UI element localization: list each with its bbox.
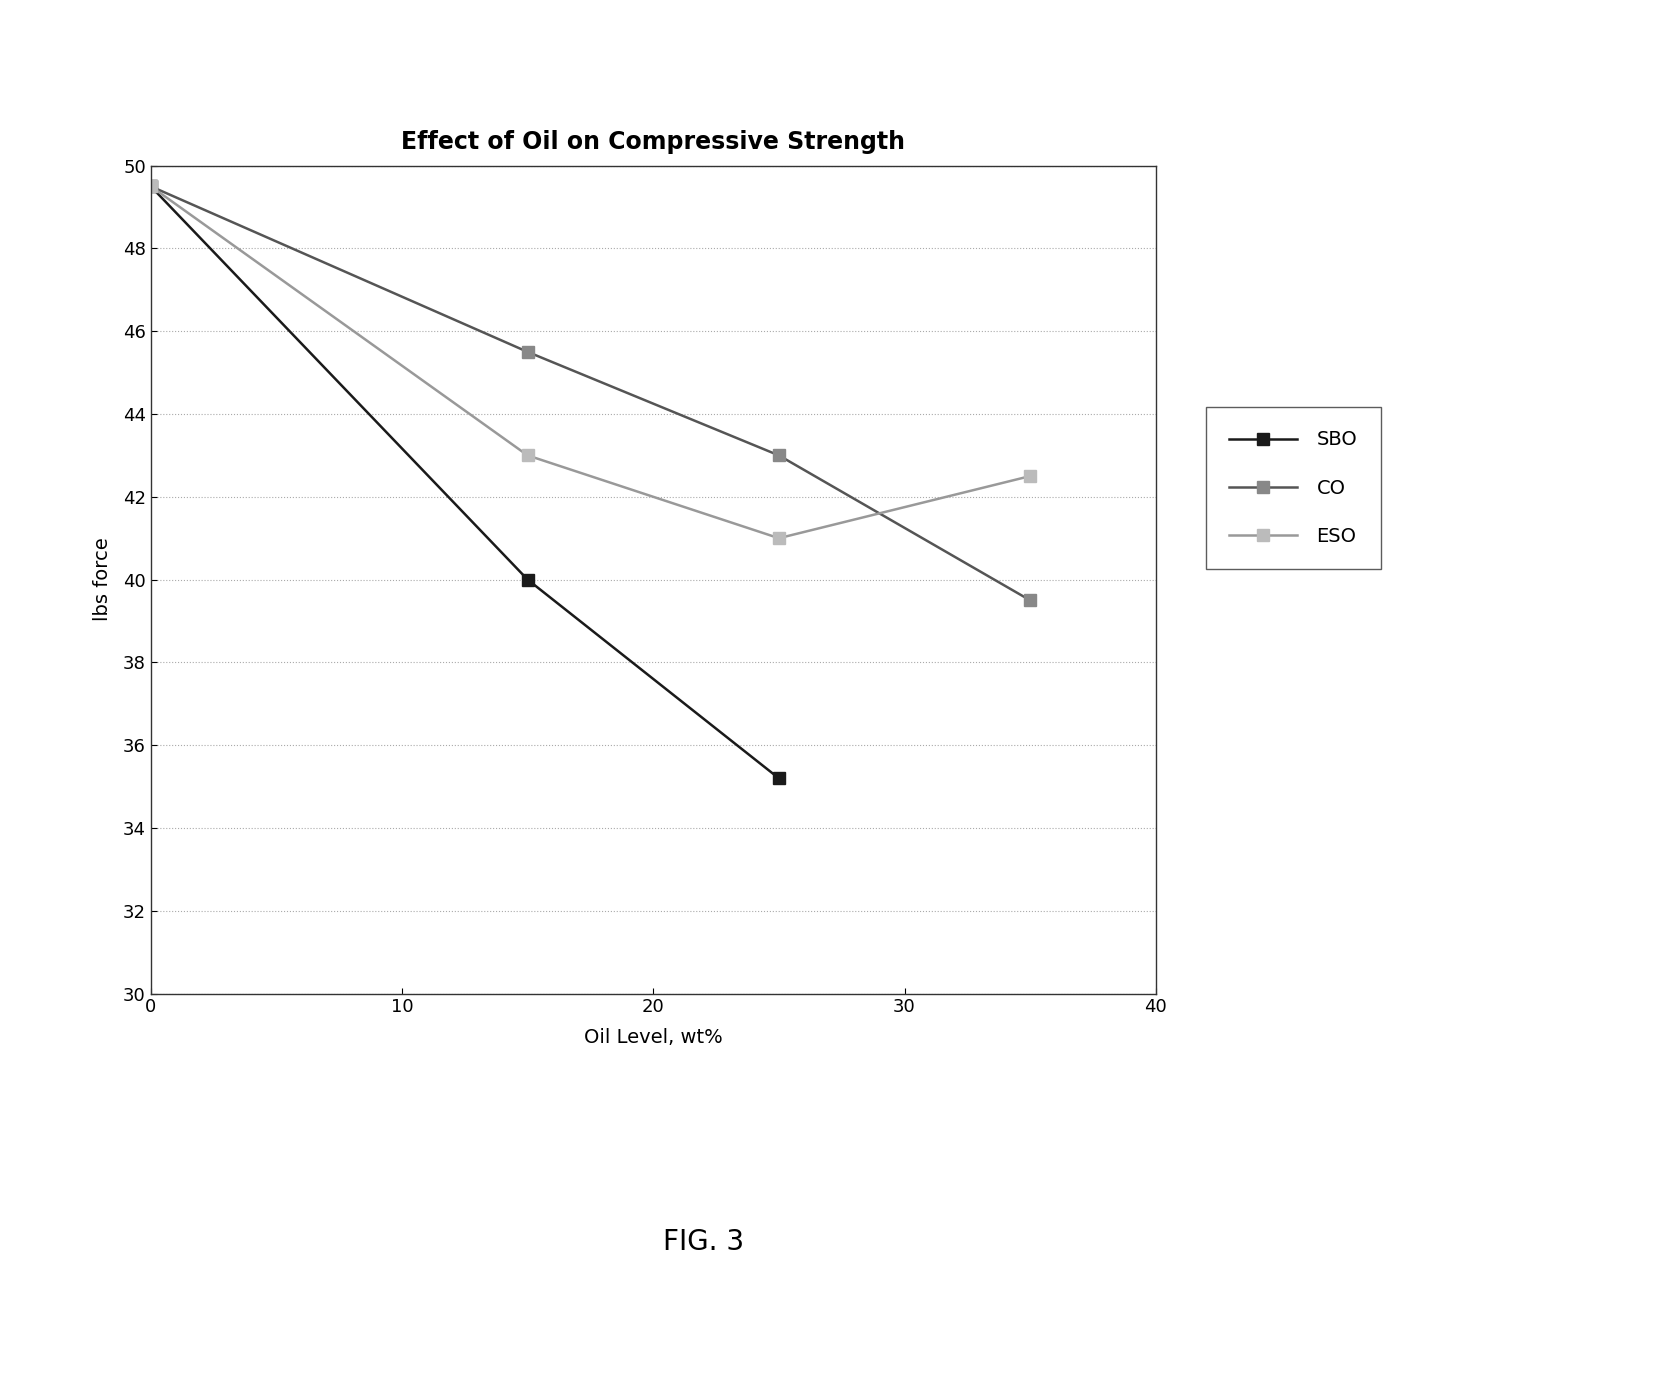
SBO — [141, 178, 161, 195]
SBO — [769, 770, 789, 787]
Line: CO: CO — [144, 179, 1037, 607]
Text: FIG. 3: FIG. 3 — [663, 1228, 744, 1256]
CO — [769, 447, 789, 464]
ESO — [769, 530, 789, 546]
ESO — [518, 447, 538, 464]
ESO — [1020, 468, 1040, 484]
CO — [1020, 592, 1040, 609]
Title: Effect of Oil on Compressive Strength: Effect of Oil on Compressive Strength — [402, 130, 904, 155]
X-axis label: Oil Level, wt%: Oil Level, wt% — [585, 1028, 722, 1046]
Y-axis label: lbs force: lbs force — [92, 538, 112, 621]
CO — [141, 178, 161, 195]
Line: SBO: SBO — [144, 179, 786, 785]
SBO — [518, 571, 538, 588]
ESO — [141, 178, 161, 195]
CO — [518, 344, 538, 360]
Legend: SBO, CO, ESO: SBO, CO, ESO — [1206, 407, 1380, 569]
Line: ESO: ESO — [144, 179, 1037, 545]
